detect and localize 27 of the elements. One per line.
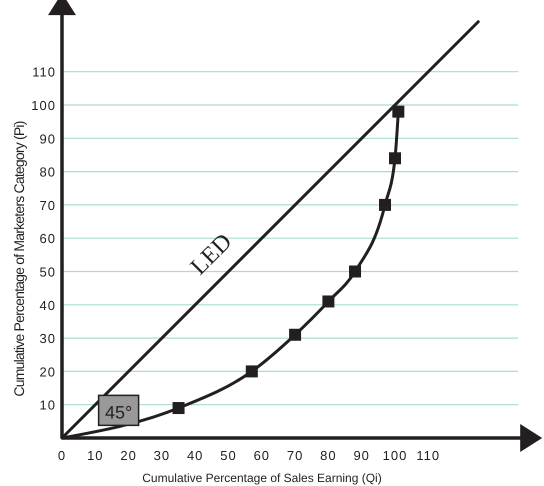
x-tick-label: 70 [286,448,304,463]
x-axis-title: Cumulative Percentage of Sales Earning (Qi) [142,471,382,485]
x-tick-label: 90 [353,448,370,463]
y-tick-label: 90 [40,131,56,146]
x-tick-label: 60 [254,448,270,463]
y-tick-label: 20 [40,364,56,380]
x-tick-label: 30 [154,448,170,463]
x-tick-label: 80 [320,448,337,463]
y-tick-label: 70 [40,198,56,213]
y-tick-label: 110 [32,64,56,80]
x-tick-label: 50 [220,448,237,463]
y-tick-label: 60 [40,231,56,246]
y-axis-title: Cumulative Percentage of Marketers Category (Pi) [11,121,27,397]
y-tick-label: 10 [40,398,56,413]
x-tick-label: 10 [87,448,104,463]
x-tick-label: 110 [416,448,440,463]
text: LED [186,228,238,280]
y-tick-label: 100 [31,98,56,113]
y-tick-label: 40 [40,298,56,313]
y-tick-label: 80 [40,164,56,180]
x-tick-label: 40 [186,448,204,463]
x-tick-label: 100 [382,448,408,463]
y-tick-label: 50 [40,264,56,280]
annotation: 45° [104,402,132,422]
x-tick-label: 20 [120,448,137,463]
x-tick-label: 0 [58,448,66,463]
y-tick-label: 30 [40,331,56,346]
